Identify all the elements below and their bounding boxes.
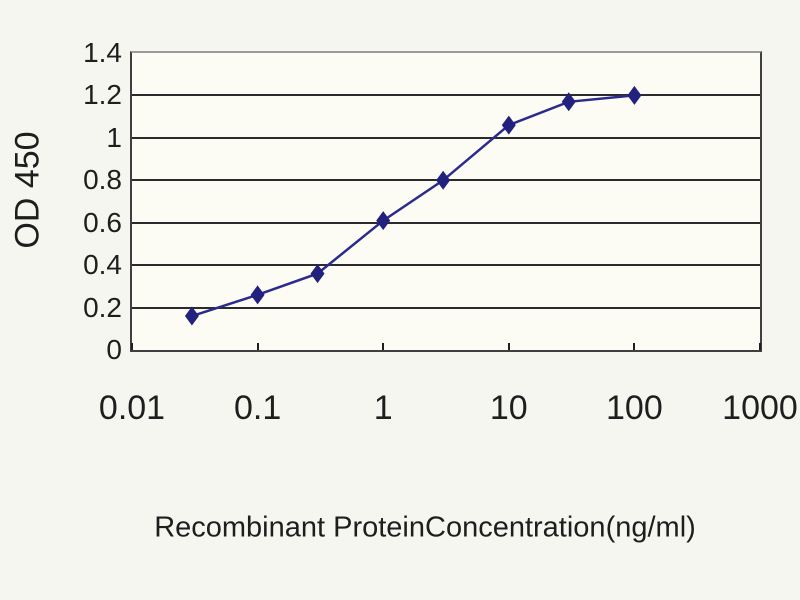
gridline <box>132 94 760 97</box>
y-tick-label: 1 <box>106 121 122 153</box>
data-point-marker <box>250 285 265 305</box>
y-tick-label: 0.6 <box>83 206 122 238</box>
gridline <box>132 306 760 309</box>
plot-area <box>130 51 762 352</box>
y-tick-label: 0.2 <box>83 291 122 323</box>
x-axis-tick <box>131 343 133 350</box>
y-tick-label: 1.4 <box>83 37 122 68</box>
x-tick-label: 0.1 <box>233 389 282 427</box>
x-tick-label: 1000 <box>722 389 798 427</box>
y-tick-label: 0.4 <box>83 249 122 281</box>
x-axis-tick <box>759 343 761 350</box>
gridline <box>132 136 760 139</box>
x-tick-label: 10 <box>489 389 528 427</box>
x-axis-title: Recombinant ProteinConcentration(ng/ml) <box>154 511 696 544</box>
data-point-marker <box>376 211 391 231</box>
series-line <box>191 94 635 318</box>
data-point-marker <box>436 170 451 190</box>
x-tick-label: 1 <box>373 389 393 427</box>
x-axis-tick <box>633 343 636 350</box>
x-axis-tick <box>507 343 510 350</box>
data-point-marker <box>561 92 576 112</box>
data-point-marker <box>627 85 642 105</box>
x-axis-tick <box>382 343 385 350</box>
gridline <box>132 264 760 267</box>
x-tick-label: 100 <box>606 389 663 427</box>
y-tick-label: 1.2 <box>83 79 122 111</box>
gridline <box>132 221 760 224</box>
x-tick-label: 0.01 <box>98 389 166 427</box>
y-tick-label: 0 <box>106 334 122 365</box>
data-point-marker <box>184 306 199 326</box>
y-tick-label: 0.8 <box>83 164 122 196</box>
data-point-marker <box>501 115 516 135</box>
data-series-layer <box>184 85 642 326</box>
x-axis-tick <box>256 343 259 350</box>
data-point-marker <box>310 264 325 284</box>
